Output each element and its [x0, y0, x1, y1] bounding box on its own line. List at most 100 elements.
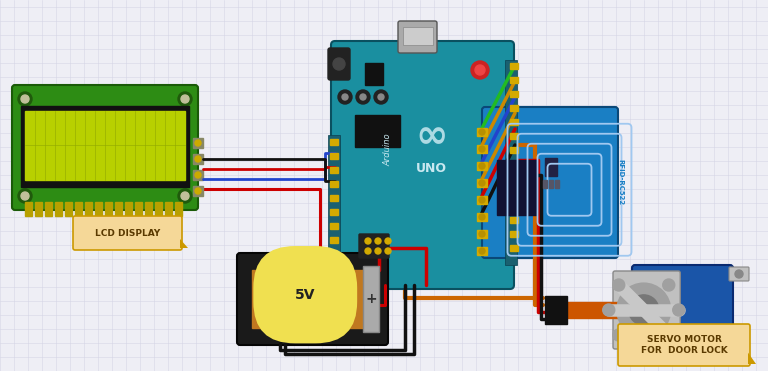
Text: Arduino: Arduino [383, 134, 392, 166]
Bar [21, 106, 189, 187]
Circle shape [385, 238, 391, 244]
Circle shape [195, 156, 201, 162]
Polygon shape [748, 352, 756, 364]
Bar [549, 180, 553, 188]
Circle shape [479, 231, 485, 237]
Circle shape [360, 94, 366, 100]
Circle shape [479, 146, 485, 152]
Bar [477, 179, 487, 187]
Bar [365, 63, 383, 85]
Text: +: + [366, 292, 377, 306]
FancyBboxPatch shape [12, 85, 198, 210]
Circle shape [375, 238, 381, 244]
Bar [510, 105, 518, 111]
Circle shape [617, 283, 670, 337]
Bar [477, 213, 487, 221]
FancyBboxPatch shape [331, 41, 514, 289]
Circle shape [629, 295, 659, 325]
Bar [510, 189, 518, 195]
Bar [477, 247, 487, 255]
Bar [35, 202, 42, 216]
Text: LCD DISPLAY: LCD DISPLAY [95, 229, 160, 237]
Circle shape [378, 94, 384, 100]
Bar [565, 302, 620, 318]
FancyBboxPatch shape [328, 48, 350, 80]
Circle shape [479, 197, 485, 203]
Text: SERVO MOTOR
FOR  DOOR LOCK: SERVO MOTOR FOR DOOR LOCK [641, 335, 727, 355]
Bar [510, 161, 518, 167]
FancyBboxPatch shape [237, 253, 388, 345]
Circle shape [479, 214, 485, 220]
Circle shape [471, 61, 489, 79]
Bar [510, 119, 518, 125]
Text: UNO: UNO [415, 162, 447, 175]
Circle shape [479, 129, 485, 135]
Bar [135, 202, 142, 216]
Bar [330, 153, 338, 159]
Bar [477, 230, 487, 238]
Bar [155, 202, 162, 216]
Bar [193, 138, 203, 148]
Bar [510, 133, 518, 139]
Bar [105, 202, 112, 216]
Circle shape [356, 90, 370, 104]
Bar [505, 60, 517, 265]
Bar [510, 147, 518, 153]
FancyBboxPatch shape [359, 234, 389, 258]
Circle shape [613, 279, 624, 291]
Text: ∞: ∞ [415, 118, 448, 155]
Text: 5V: 5V [295, 288, 316, 302]
Circle shape [365, 248, 371, 254]
Bar [193, 186, 203, 196]
FancyBboxPatch shape [729, 267, 749, 281]
Bar [85, 202, 92, 216]
Bar [95, 202, 102, 216]
Bar [403, 27, 433, 45]
Circle shape [479, 163, 485, 169]
Bar [330, 237, 338, 243]
Bar [510, 77, 518, 83]
Bar [175, 202, 182, 216]
Circle shape [21, 95, 29, 103]
Bar [330, 195, 338, 201]
Bar [477, 128, 487, 136]
Bar [193, 170, 203, 180]
Bar [543, 180, 547, 188]
Text: RFID-RC522: RFID-RC522 [617, 159, 623, 205]
Bar [165, 202, 172, 216]
Circle shape [475, 65, 485, 75]
FancyBboxPatch shape [482, 107, 618, 258]
Circle shape [181, 95, 189, 103]
Bar [355, 115, 400, 147]
Circle shape [333, 58, 345, 70]
Circle shape [673, 304, 685, 316]
Bar [545, 296, 567, 324]
Bar [45, 202, 52, 216]
Circle shape [375, 248, 381, 254]
Bar [477, 145, 487, 153]
Bar [497, 160, 537, 215]
FancyBboxPatch shape [613, 271, 680, 349]
Circle shape [18, 92, 32, 106]
Bar [65, 202, 72, 216]
Bar [115, 202, 122, 216]
Circle shape [178, 92, 192, 106]
Bar [477, 162, 487, 170]
Circle shape [663, 329, 675, 341]
Circle shape [178, 189, 192, 203]
Bar [510, 91, 518, 97]
Circle shape [342, 94, 348, 100]
Bar [477, 196, 487, 204]
FancyBboxPatch shape [729, 339, 749, 353]
Circle shape [479, 180, 485, 186]
Bar [510, 217, 518, 223]
FancyBboxPatch shape [398, 21, 437, 53]
Circle shape [735, 270, 743, 278]
FancyBboxPatch shape [73, 216, 182, 250]
Circle shape [374, 90, 388, 104]
Bar [75, 202, 82, 216]
Circle shape [338, 90, 352, 104]
Circle shape [181, 192, 189, 200]
Text: −: − [263, 300, 277, 318]
Bar [330, 139, 338, 145]
